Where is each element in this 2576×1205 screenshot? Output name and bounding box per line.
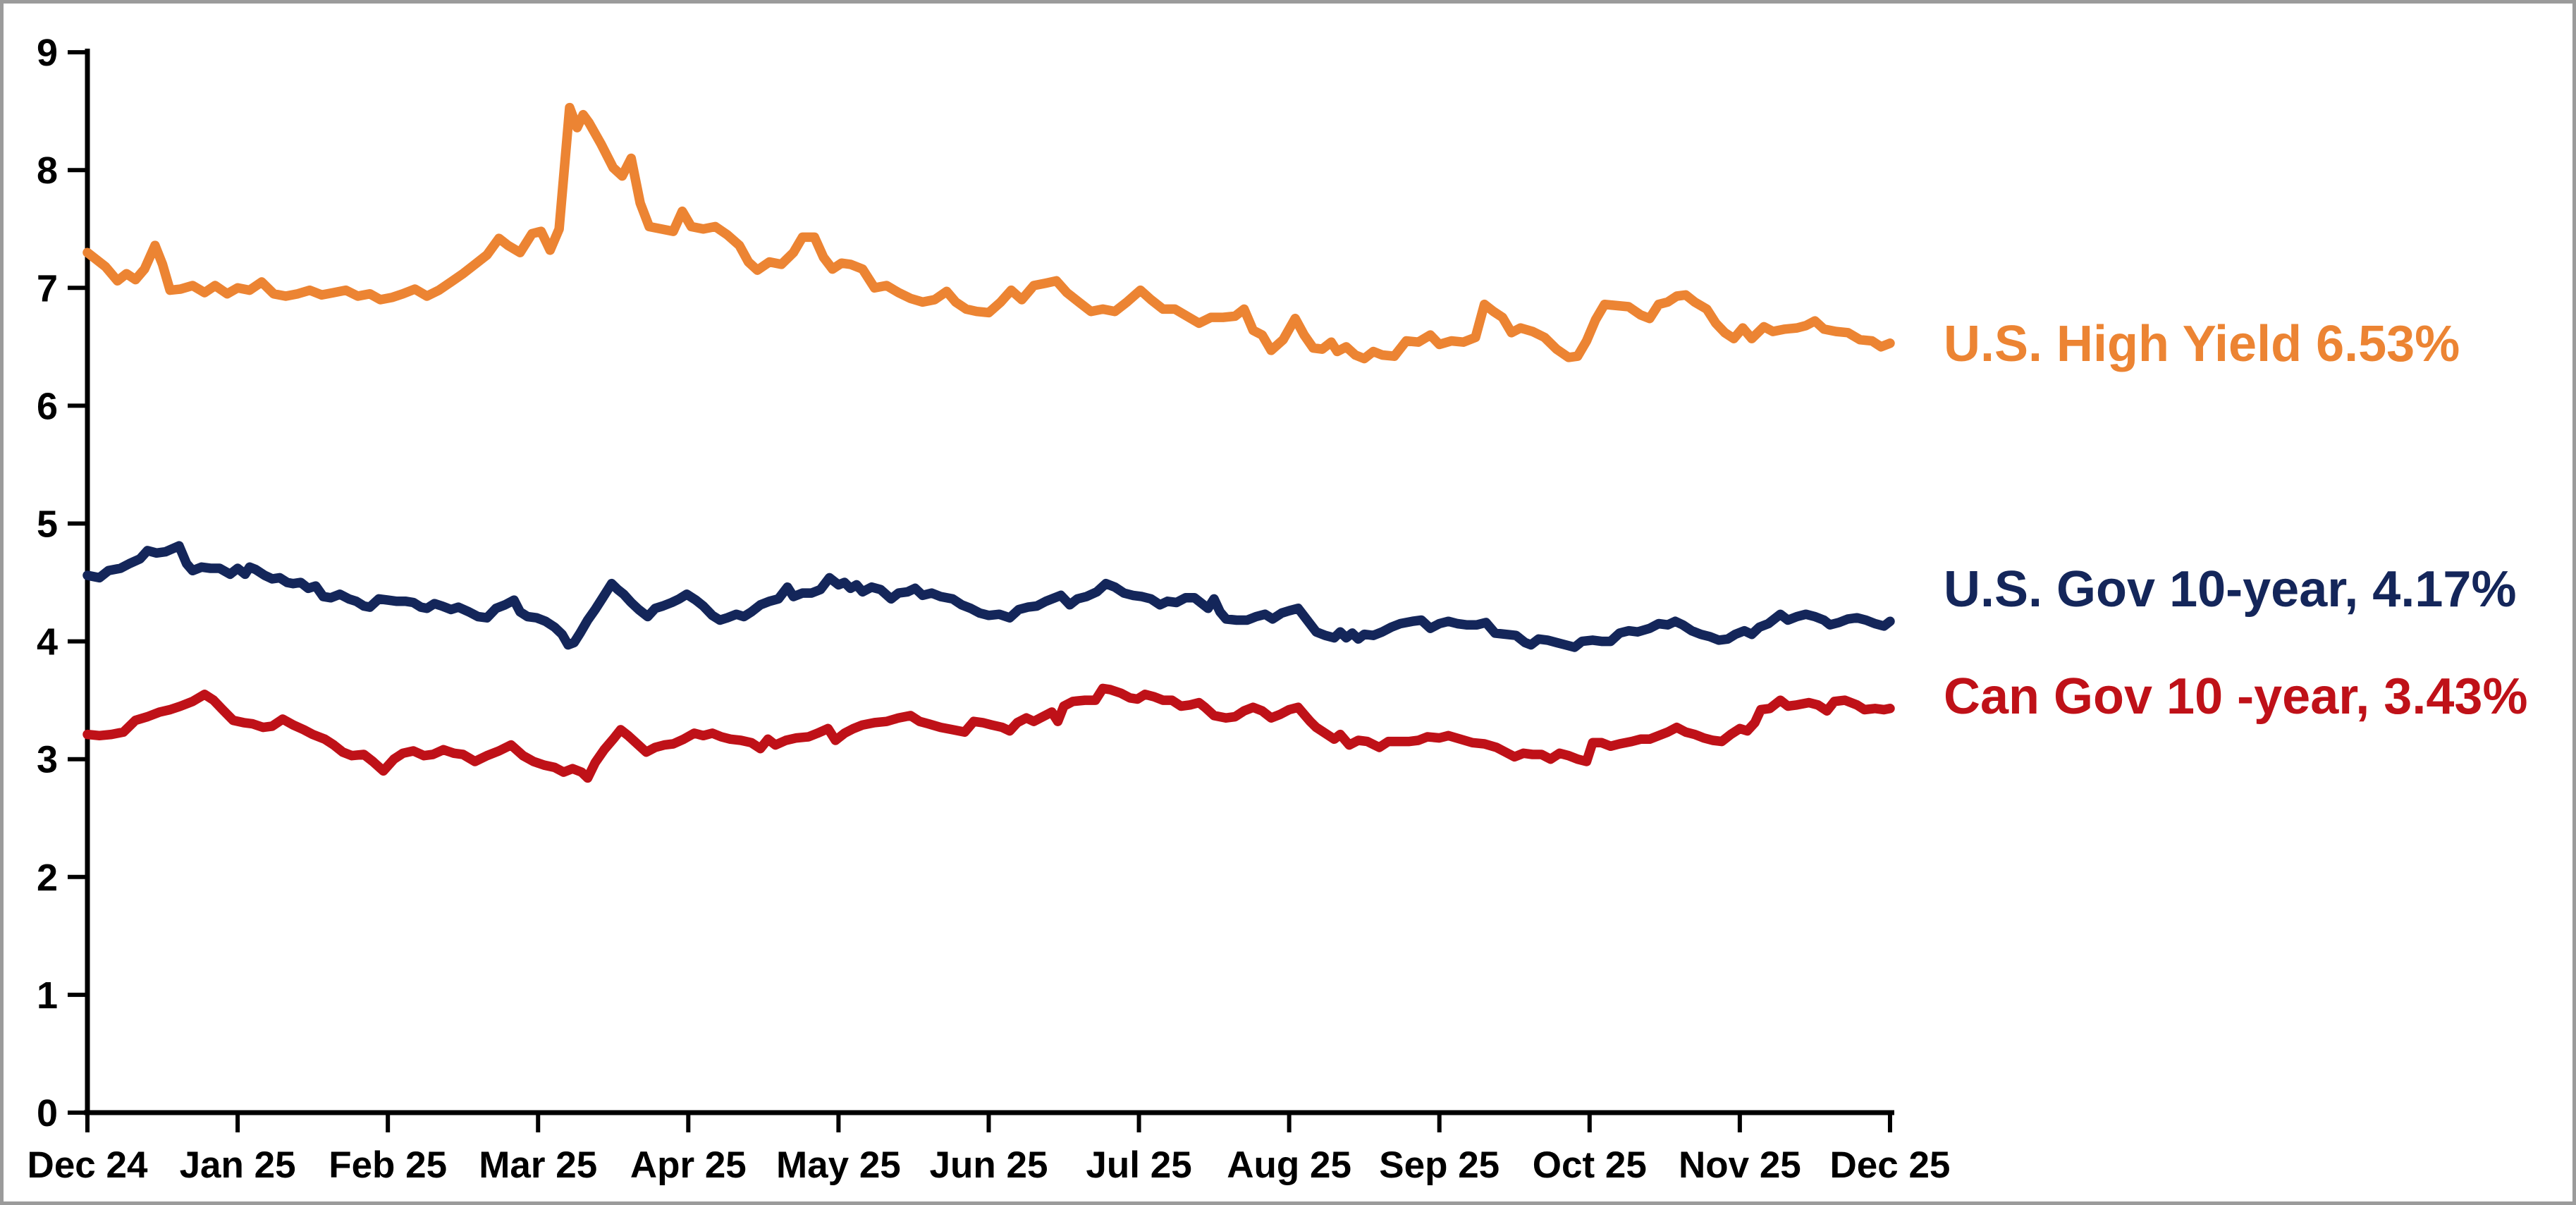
y-tick-label: 8 [37, 149, 58, 192]
x-tick-label: Jul 25 [1086, 1144, 1191, 1186]
y-tick-label: 6 [37, 385, 58, 427]
series-line-can-gov-10-year [82, 683, 1895, 783]
x-tick-label: Nov 25 [1679, 1144, 1801, 1186]
legend-can-gov-10-year: Can Gov 10 -year, 3.43% [1944, 668, 2528, 725]
x-tick-label: Sep 25 [1379, 1144, 1499, 1186]
x-tick-label: Apr 25 [630, 1144, 747, 1186]
y-tick-label: 5 [37, 503, 58, 546]
x-tick-label: Aug 25 [1227, 1144, 1351, 1186]
x-tick-label: Jan 25 [180, 1144, 296, 1186]
x-tick-label: Jun 25 [930, 1144, 1048, 1186]
legend-us-high-yield: U.S. High Yield 6.53% [1944, 316, 2460, 372]
x-tick-label: Mar 25 [479, 1144, 597, 1186]
y-tick-label: 9 [37, 32, 58, 74]
x-tick-label: May 25 [776, 1144, 901, 1186]
x-tick-label: Oct 25 [1533, 1144, 1647, 1186]
series-line-u-s-high-yield [82, 102, 1895, 364]
y-tick-label: 0 [37, 1092, 58, 1134]
chart-area: 0 1 2 3 4 5 6 7 8 9 Dec 24 Jan 25 Feb 25 Mar 25 Apr 25… [4, 4, 2572, 1201]
x-tick-label: Feb 25 [329, 1144, 447, 1186]
series-line-u-s-gov-10-year [82, 541, 1895, 652]
y-tick-label: 2 [37, 857, 58, 899]
x-tick-label: Dec 25 [1830, 1144, 1951, 1186]
legend-us-gov-10-year: U.S. Gov 10-year, 4.17% [1944, 561, 2517, 618]
y-tick-label: 3 [37, 739, 58, 781]
line-chart-svg: 0 1 2 3 4 5 6 7 8 9 Dec 24 Jan 25 Feb 25 Mar 25 Apr 25… [27, 32, 1951, 1186]
y-tick-label: 7 [37, 267, 58, 310]
y-tick-label: 4 [37, 621, 58, 663]
y-tick-label: 1 [37, 974, 58, 1017]
x-tick-label: Dec 24 [27, 1144, 148, 1186]
